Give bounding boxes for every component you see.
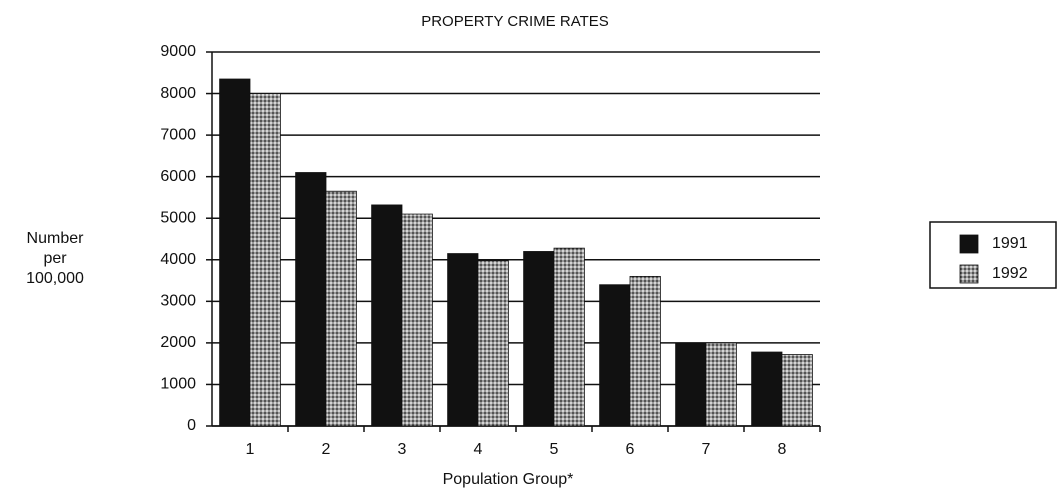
y-tick-label: 2000 — [160, 334, 196, 351]
chart-title: PROPERTY CRIME RATES — [421, 13, 609, 30]
x-tick-label: 3 — [398, 441, 407, 458]
y-tick-label: 4000 — [160, 251, 196, 268]
x-tick-label: 8 — [778, 441, 787, 458]
y-axis-label: 100,000 — [26, 270, 84, 287]
x-tick-label: 2 — [322, 441, 331, 458]
x-tick-label: 7 — [702, 441, 711, 458]
x-axis-label: Population Group* — [443, 471, 574, 488]
x-tick-label: 6 — [626, 441, 635, 458]
y-axis-label: per — [43, 250, 67, 267]
bar — [295, 172, 327, 427]
bar — [781, 354, 813, 427]
bar — [751, 351, 783, 427]
legend-box — [929, 221, 1057, 289]
legend-label: 1991 — [992, 235, 1028, 252]
y-tick-label: 6000 — [160, 168, 196, 185]
bar — [219, 78, 251, 427]
y-tick-label: 7000 — [160, 126, 196, 143]
legend-label: 1992 — [992, 265, 1028, 282]
y-tick-label: 5000 — [160, 209, 196, 226]
bar — [675, 342, 707, 427]
legend-swatch — [959, 264, 979, 284]
bar — [371, 204, 403, 427]
bar — [249, 93, 281, 427]
bar — [325, 190, 357, 427]
bar — [523, 251, 555, 427]
bar — [705, 342, 737, 427]
x-tick-label: 1 — [246, 441, 255, 458]
x-tick-label: 5 — [550, 441, 559, 458]
x-tick-label: 4 — [474, 441, 483, 458]
y-tick-label: 3000 — [160, 293, 196, 310]
bar — [401, 213, 433, 427]
bar — [447, 253, 479, 427]
bar — [629, 275, 661, 427]
y-tick-label: 1000 — [160, 376, 196, 393]
y-tick-label: 9000 — [160, 43, 196, 60]
bar — [599, 284, 631, 427]
bar — [477, 260, 509, 427]
y-axis-label: Number — [27, 230, 85, 247]
legend-swatch — [959, 234, 979, 254]
y-tick-label: 8000 — [160, 85, 196, 102]
bar — [553, 247, 585, 427]
y-tick-label: 0 — [187, 417, 196, 434]
